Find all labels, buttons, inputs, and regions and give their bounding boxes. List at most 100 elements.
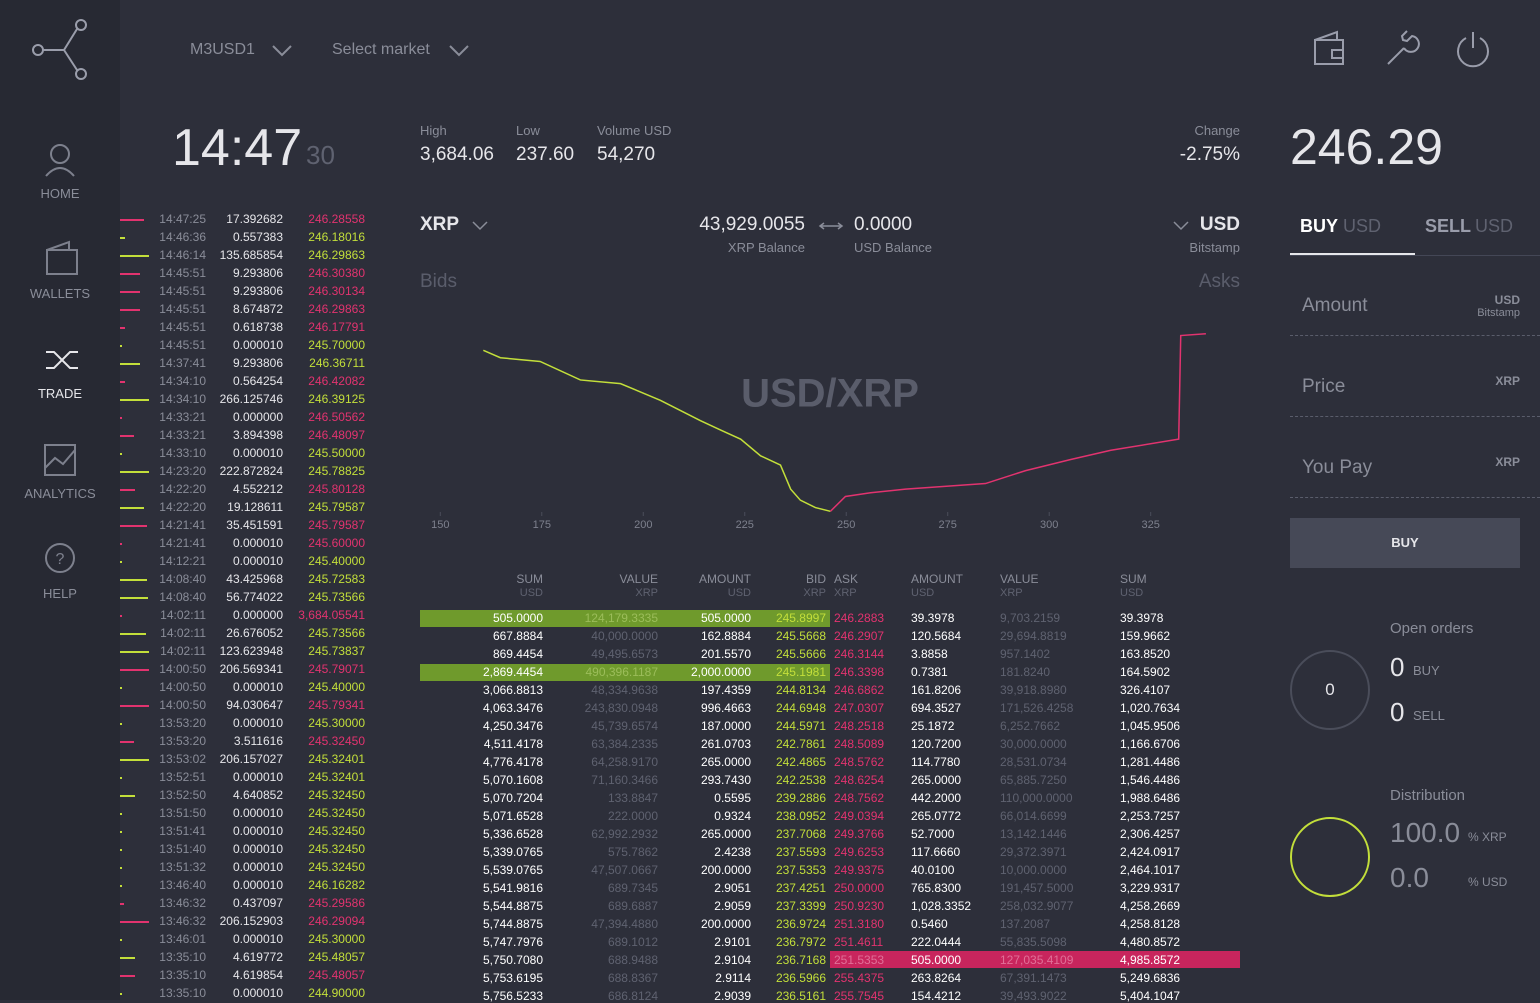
- book-header: SUM: [1120, 572, 1147, 586]
- book-cell: 248.7562: [834, 791, 885, 805]
- trade-amount: 94.030647: [226, 698, 283, 712]
- book-cell: 13,142.1446: [1000, 827, 1067, 841]
- nav-item[interactable]: HOME: [40, 186, 80, 201]
- book-header-unit: USD: [911, 587, 935, 599]
- trade-amount: 9.293806: [232, 356, 283, 370]
- trade-amount: 3.511616: [233, 734, 283, 748]
- book-cell: 4,258.8128: [1120, 917, 1181, 931]
- tab-label[interactable]: SELL: [1425, 216, 1472, 236]
- trade-bar: [120, 471, 150, 473]
- base-currency[interactable]: XRP: [420, 214, 460, 235]
- book-cell: 5,753.6195: [482, 971, 543, 985]
- book-cell: 255.7545: [834, 989, 885, 1003]
- tab-unit[interactable]: USD: [1343, 216, 1382, 236]
- trade-time: 14:08:40: [159, 590, 206, 604]
- book-cell: 248.6254: [834, 773, 885, 787]
- book-cell: 996.4663: [700, 701, 751, 715]
- book-cell: 39,918.8980: [1000, 683, 1067, 697]
- trade-price: 244.90000: [308, 986, 365, 1000]
- book-cell: 265.0000: [700, 827, 751, 841]
- trade-time: 14:21:41: [159, 536, 206, 550]
- stat-label: High: [420, 123, 447, 138]
- toolbar-icons[interactable]: [1310, 30, 1500, 70]
- account-select[interactable]: M3USD1: [190, 41, 255, 58]
- trade-amount: 9.293806: [232, 284, 283, 298]
- book-cell: 154.4212: [911, 989, 962, 1003]
- nav-icons: ?: [44, 144, 78, 573]
- x-tick-label: 325: [1142, 519, 1160, 531]
- field-label[interactable]: Amount: [1302, 295, 1368, 316]
- balance-icons: [472, 221, 1189, 231]
- trade-price: 245.32450: [308, 788, 365, 802]
- trade-bar: [120, 309, 140, 311]
- book-cell: 243,830.0948: [584, 701, 658, 715]
- trade-bar: [120, 759, 150, 761]
- trade-time: 14:33:10: [159, 446, 206, 460]
- tab-label[interactable]: BUY: [1300, 216, 1339, 236]
- trade-time: 14:21:41: [159, 518, 206, 532]
- trade-time: 13:53:20: [159, 716, 206, 730]
- book-cell: 5,756.5233: [482, 989, 543, 1003]
- nav-item[interactable]: TRADE: [37, 386, 83, 401]
- book-cell: 236.7168: [775, 953, 826, 967]
- trade-price: 245.32450: [308, 806, 365, 820]
- book-cell: 239.2886: [775, 791, 826, 805]
- trade-bar: [120, 543, 122, 545]
- open-orders-count: 0: [1390, 652, 1405, 682]
- trade-price: 246.29863: [308, 302, 365, 316]
- open-orders-total: 0: [1290, 650, 1370, 730]
- book-cell: 127,035.4109: [1000, 953, 1074, 967]
- book-cell: 25.1872: [911, 719, 955, 733]
- book-cell: 117.6660: [911, 845, 961, 859]
- field-underline: [1290, 416, 1540, 417]
- quote-currency[interactable]: USD: [1199, 214, 1240, 235]
- book-cell: 159.9662: [1120, 629, 1171, 643]
- book-cell: 251.5353: [834, 953, 885, 967]
- trade-bar: [120, 849, 122, 851]
- trade-bar: [120, 453, 122, 455]
- trade-bar: [120, 903, 125, 905]
- trade-amount: 0.000010: [232, 878, 283, 892]
- book-cell: 5,249.6836: [1120, 971, 1181, 985]
- book-header: AMOUNT: [911, 572, 963, 586]
- book-cell: 187.0000: [700, 719, 751, 733]
- trade-time: 13:51:40: [159, 842, 206, 856]
- field-label[interactable]: Price: [1302, 376, 1346, 397]
- trade-bar: [120, 777, 122, 779]
- open-orders-label: SELL: [1413, 708, 1445, 723]
- book-cell: 1,281.4486: [1120, 755, 1181, 769]
- trade-amount: 56.774022: [226, 590, 283, 604]
- trade-amount: 4.619772: [232, 950, 283, 964]
- book-cell: 258,032.9077: [1000, 899, 1074, 913]
- own-ask-highlight: [830, 951, 1240, 968]
- book-cell: 248.5762: [834, 755, 885, 769]
- field-unit: USD: [1494, 293, 1520, 307]
- book-cell: 2,000.0000: [690, 665, 751, 679]
- section-title: Open orders: [1390, 620, 1474, 637]
- book-cell: 2,869.4454: [482, 665, 543, 679]
- book-cell: 249.0394: [834, 809, 885, 823]
- trade-bar: [120, 579, 148, 581]
- trade-time: 13:53:20: [159, 734, 206, 748]
- nav-item[interactable]: HELP: [43, 586, 77, 601]
- field-label[interactable]: You Pay: [1302, 457, 1373, 478]
- book-cell: 0.5460: [911, 917, 948, 931]
- nav-item[interactable]: ANALYTICS: [24, 486, 96, 501]
- tab-unit[interactable]: USD: [1475, 216, 1514, 236]
- book-header-unit: USD: [1120, 587, 1144, 599]
- x-tick-label: 300: [1040, 519, 1058, 531]
- buy-button[interactable]: BUY: [1290, 518, 1520, 568]
- nav-item[interactable]: WALLETS: [29, 286, 91, 301]
- trade-bar: [120, 885, 122, 887]
- book-cell: 5,747.7976: [482, 935, 543, 949]
- book-cell: 245.8997: [775, 611, 826, 625]
- trade-amount: 26.676052: [226, 626, 283, 640]
- trade-price: 245.70000: [308, 338, 365, 352]
- book-header: VALUE: [619, 572, 658, 586]
- trade-bar: [120, 507, 145, 509]
- trade-price: 245.48057: [308, 950, 365, 964]
- market-select[interactable]: Select market: [332, 41, 430, 58]
- trade-bar: [120, 633, 146, 635]
- book-cell: 4,511.4178: [483, 737, 543, 751]
- trade-bar: [120, 345, 122, 347]
